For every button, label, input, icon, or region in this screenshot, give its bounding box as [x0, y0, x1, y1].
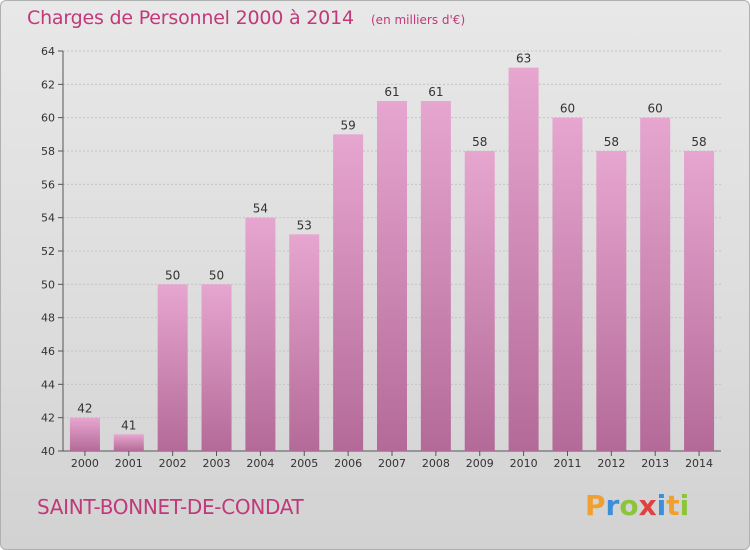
data-label: 63	[516, 52, 531, 66]
bar	[69, 417, 100, 451]
y-tick-label: 40	[41, 445, 55, 458]
y-tick-label: 48	[41, 312, 55, 325]
brand-letter: P	[585, 489, 606, 522]
x-tick-label: 2001	[115, 457, 143, 470]
bar	[377, 101, 407, 451]
y-tick-label: 62	[41, 78, 55, 91]
data-label: 61	[384, 85, 399, 99]
chart-subtitle: (en milliers d'€)	[371, 13, 466, 27]
bar	[289, 234, 320, 451]
y-tick-label: 46	[41, 345, 55, 358]
y-tick-label: 54	[41, 212, 55, 225]
bar	[684, 151, 715, 451]
bar	[201, 284, 232, 451]
proxiti-logo[interactable]: Proxiti	[585, 489, 689, 522]
data-label: 58	[604, 135, 619, 149]
bar	[113, 434, 144, 451]
x-tick-label: 2009	[466, 457, 494, 470]
bar	[420, 101, 451, 451]
brand-letter: r	[605, 489, 620, 522]
x-tick-label: 2007	[378, 457, 406, 470]
brand-letter: i	[656, 489, 667, 522]
chart-title: Charges de Personnel 2000 à 2014	[27, 7, 354, 29]
bar	[596, 151, 627, 451]
x-tick-label: 2011	[553, 457, 581, 470]
x-tick-label: 2013	[641, 457, 669, 470]
data-label: 60	[648, 102, 663, 116]
data-label: 53	[297, 218, 312, 232]
bar	[245, 217, 276, 451]
data-label: 50	[165, 268, 180, 282]
bar	[508, 67, 539, 452]
data-label: 41	[121, 418, 136, 432]
y-tick-label: 60	[41, 112, 55, 125]
bar	[464, 151, 495, 451]
x-tick-label: 2012	[597, 457, 625, 470]
x-tick-label: 2000	[71, 457, 99, 470]
brand-letter: x	[638, 489, 657, 522]
x-tick-label: 2005	[290, 457, 318, 470]
x-tick-label: 2004	[246, 457, 274, 470]
data-label: 59	[340, 118, 355, 132]
brand-letter: o	[619, 489, 639, 522]
y-tick-label: 50	[41, 278, 55, 291]
commune-name: SAINT-BONNET-DE-CONDAT	[37, 495, 304, 519]
x-tick-label: 2010	[510, 457, 538, 470]
y-tick-label: 64	[41, 45, 55, 58]
y-tick-label: 44	[41, 378, 55, 391]
y-tick-label: 56	[41, 178, 55, 191]
data-label: 50	[209, 268, 224, 282]
x-tick-label: 2006	[334, 457, 362, 470]
y-tick-label: 58	[41, 145, 55, 158]
data-label: 58	[691, 135, 706, 149]
data-label: 61	[428, 85, 443, 99]
bar	[157, 284, 188, 451]
data-label: 54	[253, 202, 268, 216]
brand-letter: i	[679, 489, 690, 522]
x-tick-label: 2002	[159, 457, 187, 470]
bar	[640, 117, 671, 452]
data-label: 60	[560, 102, 575, 116]
bar	[552, 117, 583, 452]
bar	[333, 134, 364, 452]
x-tick-label: 2003	[203, 457, 231, 470]
x-tick-label: 2008	[422, 457, 450, 470]
data-label: 42	[77, 402, 92, 416]
x-tick-label: 2014	[685, 457, 713, 470]
y-tick-label: 52	[41, 245, 55, 258]
data-label: 58	[472, 135, 487, 149]
brand-letter: t	[666, 489, 680, 522]
y-tick-label: 42	[41, 412, 55, 425]
